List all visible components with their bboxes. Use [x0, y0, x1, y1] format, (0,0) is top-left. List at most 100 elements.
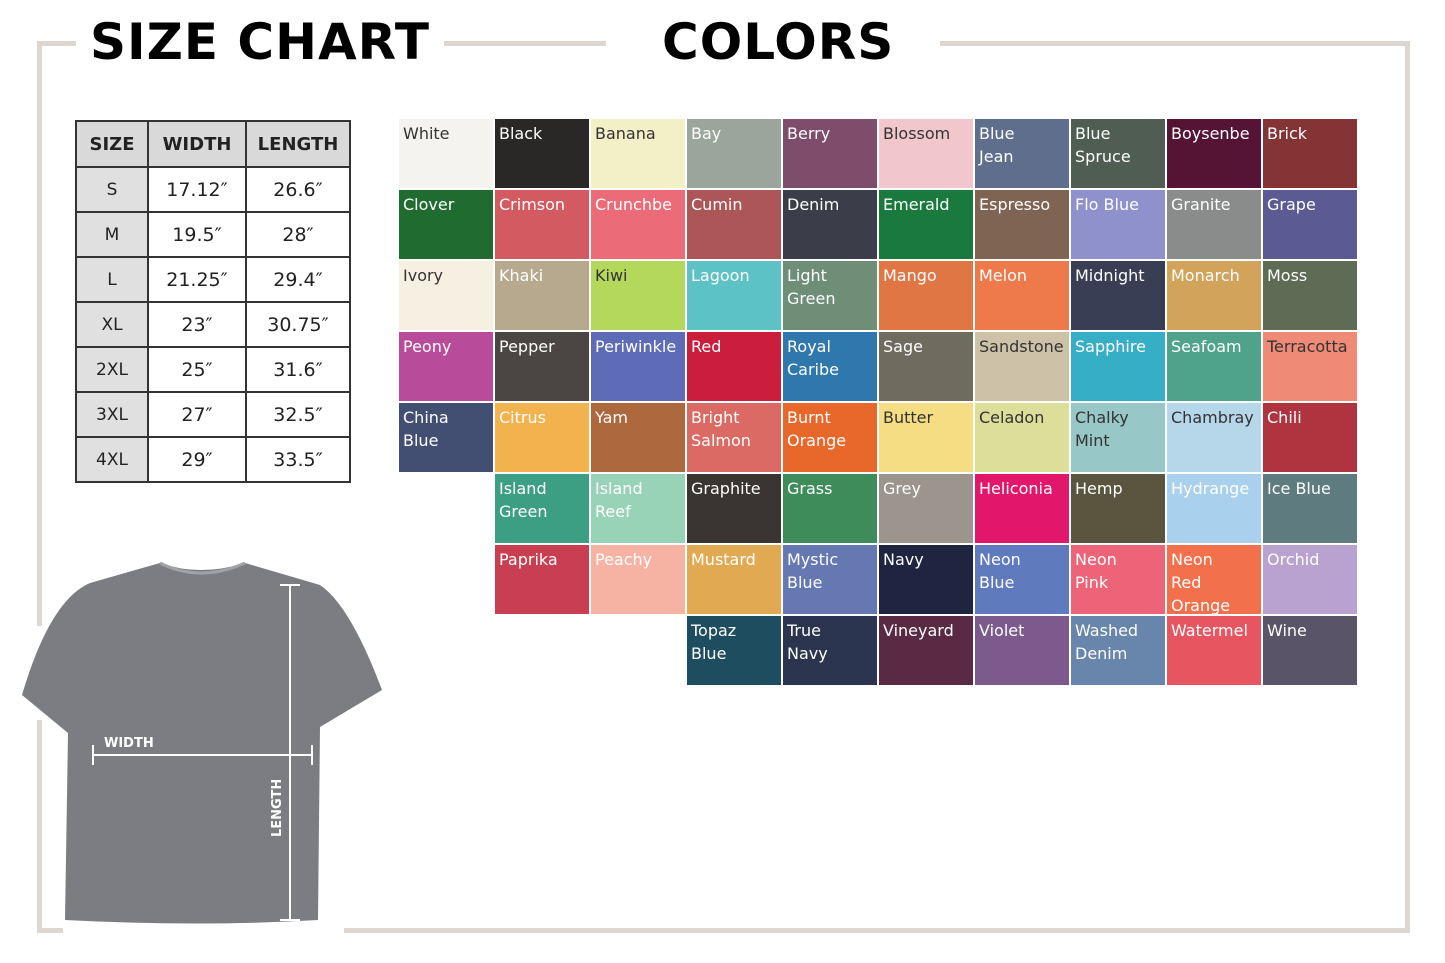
- color-swatch: Mustard: [687, 545, 781, 614]
- color-swatch: Butter: [879, 403, 973, 472]
- color-swatch: Citrus: [495, 403, 589, 472]
- color-swatch: Graphite: [687, 474, 781, 543]
- color-swatch: True Navy: [783, 616, 877, 685]
- color-swatch: Cumin: [687, 190, 781, 259]
- size-row: 2XL 25″ 31.6″: [75, 346, 351, 393]
- color-swatch: China Blue: [399, 403, 493, 472]
- header-width: WIDTH: [147, 120, 247, 168]
- color-swatch: Moss: [1263, 261, 1357, 330]
- size-cell: XL: [75, 301, 149, 348]
- frame-top-left: [37, 41, 81, 46]
- width-cell: 25″: [147, 346, 247, 393]
- width-cell: 17.12″: [147, 166, 247, 213]
- length-cell: 28″: [245, 211, 351, 258]
- color-swatch: Neon Blue: [975, 545, 1069, 614]
- color-swatch: Island Reef: [591, 474, 685, 543]
- color-swatch: Espresso: [975, 190, 1069, 259]
- colors-heading: COLORS: [648, 12, 909, 72]
- color-swatch: Granite: [1167, 190, 1261, 259]
- size-table-header: SIZE WIDTH LENGTH: [75, 120, 351, 168]
- color-swatch: Grey: [879, 474, 973, 543]
- size-cell: M: [75, 211, 149, 258]
- color-swatch: Hydrange: [1167, 474, 1261, 543]
- header-length: LENGTH: [245, 120, 351, 168]
- frame-top-mid: [418, 41, 606, 46]
- width-cell: 23″: [147, 301, 247, 348]
- size-row: 4XL 29″ 33.5″: [75, 436, 351, 483]
- length-cell: 30.75″: [245, 301, 351, 348]
- size-chart-heading: SIZE CHART: [76, 12, 445, 72]
- color-swatch: Crimson: [495, 190, 589, 259]
- color-swatch: Lagoon: [687, 261, 781, 330]
- size-row: S 17.12″ 26.6″: [75, 166, 351, 213]
- color-swatch: Topaz Blue: [687, 616, 781, 685]
- color-swatch: Blossom: [879, 119, 973, 188]
- color-swatch: Grape: [1263, 190, 1357, 259]
- color-swatch: Bright Salmon: [687, 403, 781, 472]
- color-swatch: Chambray: [1167, 403, 1261, 472]
- size-cell: L: [75, 256, 149, 303]
- color-swatch: Crunchbe: [591, 190, 685, 259]
- color-swatch: Red: [687, 332, 781, 401]
- color-swatch: Berry: [783, 119, 877, 188]
- color-swatch: Banana: [591, 119, 685, 188]
- color-swatch: Periwinkle: [591, 332, 685, 401]
- color-swatch: Chalky Mint: [1071, 403, 1165, 472]
- size-row: L 21.25″ 29.4″: [75, 256, 351, 303]
- width-cell: 21.25″: [147, 256, 247, 303]
- color-swatch: Wine: [1263, 616, 1357, 685]
- size-table: SIZE WIDTH LENGTH S 17.12″ 26.6″ M 19.5″ 28″ L…: [75, 120, 351, 483]
- color-swatch: Washed Denim: [1071, 616, 1165, 685]
- tshirt-collar: [159, 561, 246, 575]
- color-swatch: Celadon: [975, 403, 1069, 472]
- color-swatch: Peony: [399, 332, 493, 401]
- color-swatch: Sapphire: [1071, 332, 1165, 401]
- color-swatch: Flo Blue: [1071, 190, 1165, 259]
- size-row: 3XL 27″ 32.5″: [75, 391, 351, 438]
- width-label: WIDTH: [104, 736, 154, 751]
- length-cell: 29.4″: [245, 256, 351, 303]
- color-swatch: Seafoam: [1167, 332, 1261, 401]
- tshirt-shape: [22, 563, 382, 924]
- frame-right: [1405, 41, 1410, 933]
- color-swatch: Navy: [879, 545, 973, 614]
- tshirt-diagram: WIDTH LENGTH: [22, 561, 382, 924]
- color-swatch: Ice Blue: [1263, 474, 1357, 543]
- color-swatch: Black: [495, 119, 589, 188]
- color-swatch: Hemp: [1071, 474, 1165, 543]
- color-swatch: Burnt Orange: [783, 403, 877, 472]
- color-swatch: Bay: [687, 119, 781, 188]
- color-swatch: Violet: [975, 616, 1069, 685]
- color-swatch: Terracotta: [1263, 332, 1357, 401]
- length-cell: 33.5″: [245, 436, 351, 483]
- size-cell: 2XL: [75, 346, 149, 393]
- header-size: SIZE: [75, 120, 149, 168]
- width-cell: 29″: [147, 436, 247, 483]
- color-swatch: Peachy: [591, 545, 685, 614]
- frame-top-right: [940, 41, 1410, 46]
- color-swatch: Kiwi: [591, 261, 685, 330]
- width-cell: 19.5″: [147, 211, 247, 258]
- color-swatch-grid: White Black Banana Bay Berry Blossom Blue Jean…: [399, 119, 1359, 689]
- width-cell: 27″: [147, 391, 247, 438]
- length-label: LENGTH: [270, 779, 285, 837]
- color-swatch: Yam: [591, 403, 685, 472]
- color-swatch: White: [399, 119, 493, 188]
- color-swatch: Neon Pink: [1071, 545, 1165, 614]
- color-swatch: Boysenbe: [1167, 119, 1261, 188]
- color-swatch: Royal Caribe: [783, 332, 877, 401]
- color-swatch: Monarch: [1167, 261, 1261, 330]
- size-row: M 19.5″ 28″: [75, 211, 351, 258]
- color-swatch: Melon: [975, 261, 1069, 330]
- color-swatch: Chili: [1263, 403, 1357, 472]
- size-cell: 3XL: [75, 391, 149, 438]
- color-swatch: Neon Red Orange: [1167, 545, 1261, 614]
- color-swatch: Heliconia: [975, 474, 1069, 543]
- color-swatch: Vineyard: [879, 616, 973, 685]
- size-row: XL 23″ 30.75″: [75, 301, 351, 348]
- frame-left-lower: [37, 720, 42, 933]
- length-cell: 31.6″: [245, 346, 351, 393]
- color-swatch: Midnight: [1071, 261, 1165, 330]
- length-cell: 32.5″: [245, 391, 351, 438]
- color-swatch: Khaki: [495, 261, 589, 330]
